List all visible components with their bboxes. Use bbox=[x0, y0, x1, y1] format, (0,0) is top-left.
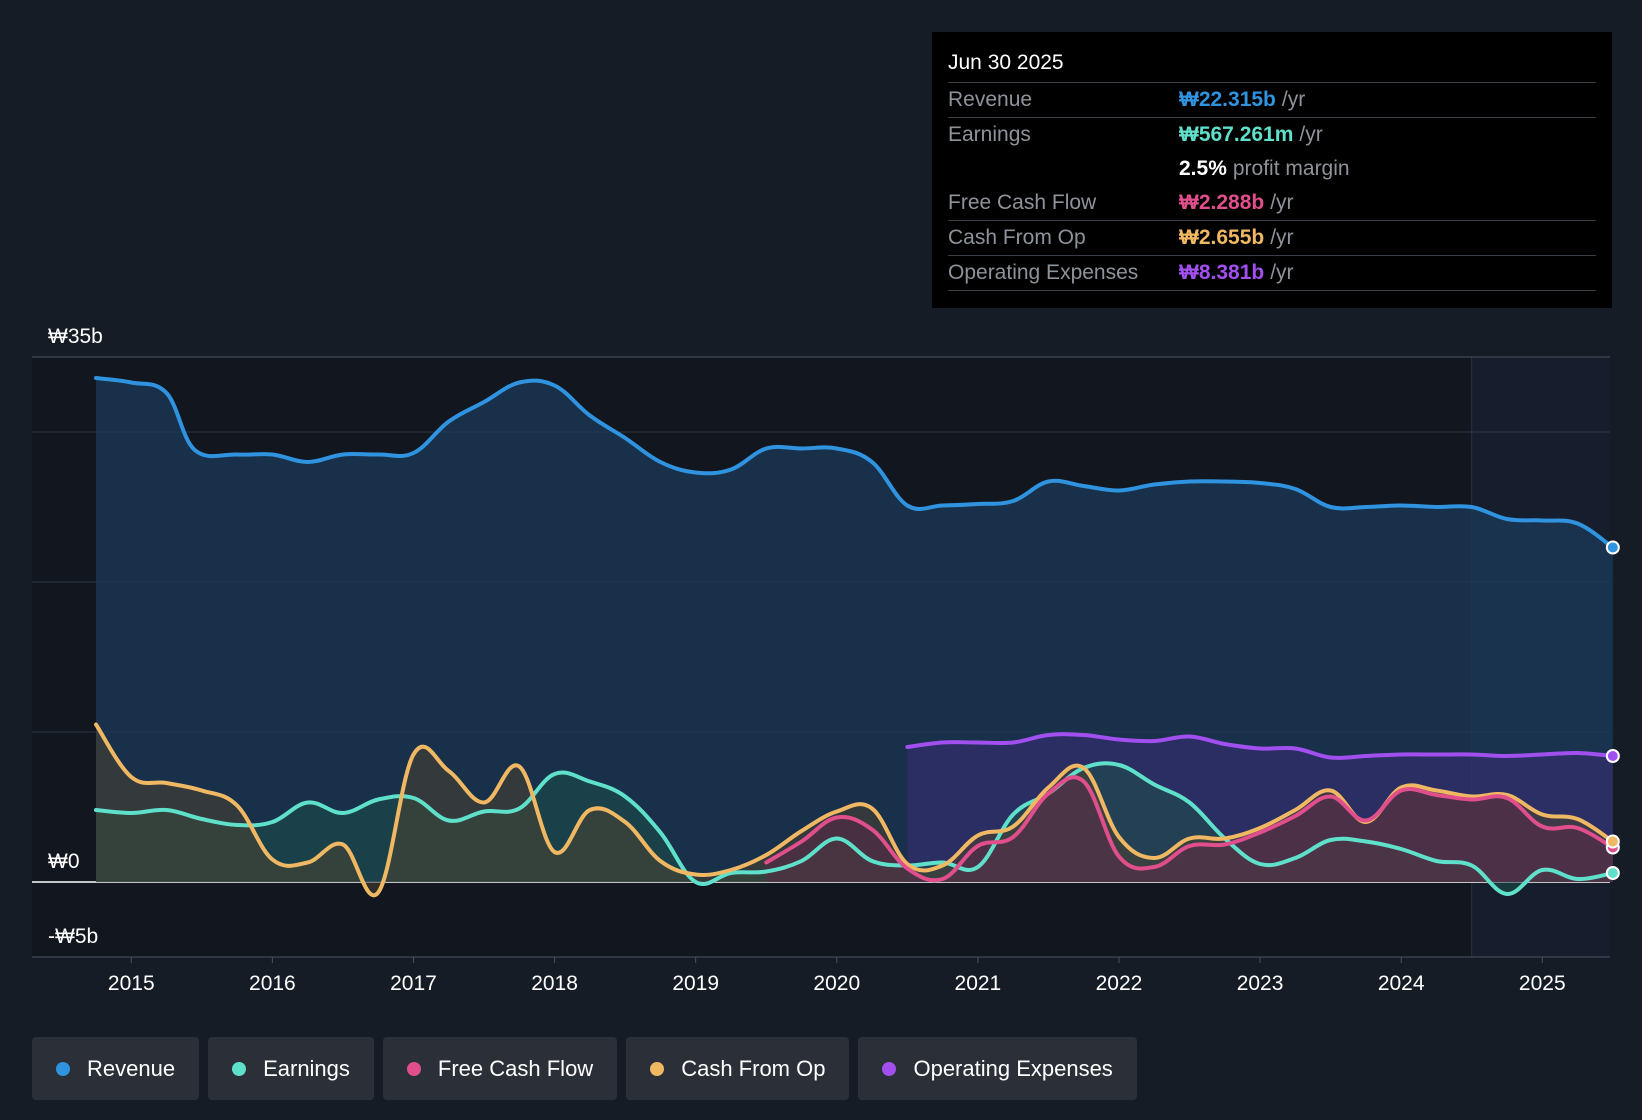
x-tick-label: 2017 bbox=[390, 972, 437, 995]
y-tick-label: ₩35b bbox=[48, 325, 103, 348]
tooltip-row-label bbox=[948, 152, 1179, 186]
tooltip-row-value: ₩2.655b bbox=[1179, 221, 1264, 255]
x-axis-labels: 2015 2016 2017 2018 2019 2020 2021 2022 2023 2024… bbox=[108, 957, 1566, 995]
tooltip-row-label: Free Cash Flow bbox=[948, 186, 1179, 220]
tooltip-row-value: ₩567.261m bbox=[1179, 118, 1293, 152]
tooltip-row-unit: /yr bbox=[1270, 256, 1293, 290]
tooltip-row: Revenue ₩22.315b/yr bbox=[948, 83, 1596, 118]
x-tick-label: 2025 bbox=[1519, 972, 1566, 995]
tooltip-row: Cash From Op ₩2.655b/yr bbox=[948, 221, 1596, 256]
legend-item-free-cash-flow[interactable]: Free Cash Flow bbox=[383, 1037, 617, 1100]
legend-label: Earnings bbox=[263, 1056, 350, 1082]
legend: Revenue Earnings Free Cash Flow Cash From O… bbox=[32, 1037, 1146, 1100]
earnings-end-marker bbox=[1607, 867, 1619, 879]
legend-label: Revenue bbox=[87, 1056, 175, 1082]
tooltip-row-unit: /yr bbox=[1270, 221, 1293, 255]
tooltip-row-unit: /yr bbox=[1282, 83, 1305, 117]
tooltip-row-label: Revenue bbox=[948, 83, 1179, 117]
legend-item-cash-from-op[interactable]: Cash From Op bbox=[626, 1037, 849, 1100]
tooltip-panel: Jun 30 2025 Revenue ₩22.315b/yr Earnings ₩5… bbox=[932, 32, 1612, 308]
x-tick-label: 2015 bbox=[108, 972, 155, 995]
tooltip-row-value: ₩22.315b bbox=[1179, 83, 1276, 117]
legend-dot-icon bbox=[232, 1062, 246, 1076]
tooltip-row: 2.5% profit margin bbox=[948, 152, 1596, 186]
x-tick-label: 2019 bbox=[672, 972, 719, 995]
tooltip-row-value: ₩2.288b bbox=[1179, 186, 1264, 220]
tooltip-row-unit: /yr bbox=[1299, 118, 1322, 152]
tooltip-row-unit: /yr bbox=[1270, 186, 1293, 220]
legend-label: Operating Expenses bbox=[913, 1056, 1112, 1082]
tooltip-row: Operating Expenses ₩8.381b/yr bbox=[948, 256, 1596, 291]
tooltip-date: Jun 30 2025 bbox=[948, 46, 1596, 83]
legend-item-earnings[interactable]: Earnings bbox=[208, 1037, 374, 1100]
opex-end-marker bbox=[1607, 750, 1619, 762]
x-tick-label: 2018 bbox=[531, 972, 578, 995]
x-tick-label: 2023 bbox=[1237, 972, 1284, 995]
x-tick-label: 2022 bbox=[1096, 972, 1143, 995]
cfo-end-marker bbox=[1607, 836, 1619, 848]
tooltip-row-label: Earnings bbox=[948, 118, 1179, 152]
tooltip-row: Free Cash Flow ₩2.288b/yr bbox=[948, 186, 1596, 221]
y-tick-label: ₩0 bbox=[48, 850, 80, 873]
revenue-end-marker bbox=[1607, 542, 1619, 554]
legend-dot-icon bbox=[56, 1062, 70, 1076]
tooltip-row-label: Operating Expenses bbox=[948, 256, 1179, 290]
x-tick-label: 2024 bbox=[1378, 972, 1425, 995]
legend-item-revenue[interactable]: Revenue bbox=[32, 1037, 199, 1100]
x-tick-label: 2016 bbox=[249, 972, 296, 995]
tooltip-rows: Revenue ₩22.315b/yr Earnings ₩567.261m/yr 2.… bbox=[948, 83, 1596, 291]
tooltip-row-unit: profit margin bbox=[1233, 152, 1350, 186]
tooltip-row-value: 2.5% bbox=[1179, 152, 1227, 186]
legend-dot-icon bbox=[650, 1062, 664, 1076]
legend-dot-icon bbox=[407, 1062, 421, 1076]
legend-label: Cash From Op bbox=[681, 1056, 825, 1082]
tooltip-row-value: ₩8.381b bbox=[1179, 256, 1264, 290]
x-tick-label: 2021 bbox=[955, 972, 1002, 995]
legend-dot-icon bbox=[882, 1062, 896, 1076]
legend-label: Free Cash Flow bbox=[438, 1056, 593, 1082]
legend-item-operating-expenses[interactable]: Operating Expenses bbox=[858, 1037, 1136, 1100]
tooltip-row-label: Cash From Op bbox=[948, 221, 1179, 255]
tooltip-row: Earnings ₩567.261m/yr bbox=[948, 118, 1596, 152]
x-tick-label: 2020 bbox=[813, 972, 860, 995]
y-tick-label: -₩5b bbox=[48, 925, 98, 948]
